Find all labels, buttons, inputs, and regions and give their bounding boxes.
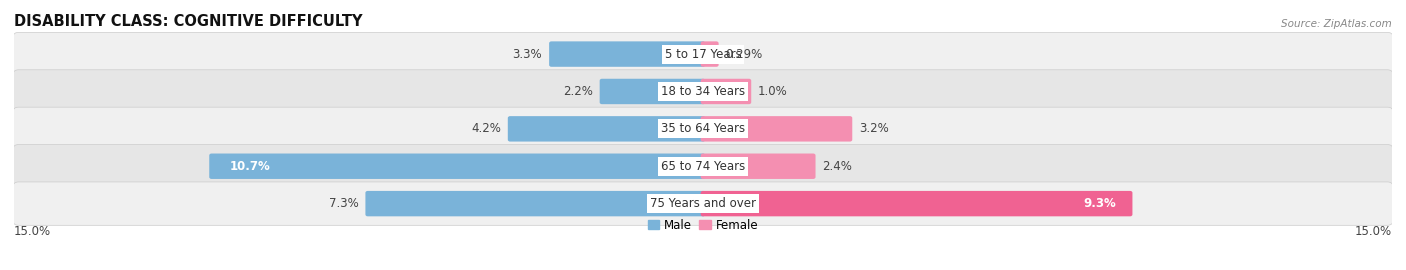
FancyBboxPatch shape — [13, 144, 1393, 188]
FancyBboxPatch shape — [13, 70, 1393, 113]
Text: DISABILITY CLASS: COGNITIVE DIFFICULTY: DISABILITY CLASS: COGNITIVE DIFFICULTY — [14, 14, 363, 29]
FancyBboxPatch shape — [700, 79, 751, 104]
Text: 10.7%: 10.7% — [231, 160, 271, 173]
FancyBboxPatch shape — [13, 107, 1393, 151]
Text: 5 to 17 Years: 5 to 17 Years — [665, 48, 741, 60]
FancyBboxPatch shape — [13, 32, 1393, 76]
FancyBboxPatch shape — [550, 41, 706, 67]
Text: 35 to 64 Years: 35 to 64 Years — [661, 122, 745, 135]
FancyBboxPatch shape — [366, 191, 706, 216]
Text: 0.29%: 0.29% — [725, 48, 763, 60]
FancyBboxPatch shape — [13, 182, 1393, 225]
Text: 7.3%: 7.3% — [329, 197, 359, 210]
Text: 75 Years and over: 75 Years and over — [650, 197, 756, 210]
Text: 15.0%: 15.0% — [14, 225, 51, 238]
Text: 15.0%: 15.0% — [1355, 225, 1392, 238]
FancyBboxPatch shape — [209, 154, 706, 179]
FancyBboxPatch shape — [599, 79, 706, 104]
Text: Source: ZipAtlas.com: Source: ZipAtlas.com — [1281, 19, 1392, 29]
Text: 9.3%: 9.3% — [1084, 197, 1116, 210]
Text: 2.2%: 2.2% — [562, 85, 593, 98]
Text: 2.4%: 2.4% — [823, 160, 852, 173]
Text: 18 to 34 Years: 18 to 34 Years — [661, 85, 745, 98]
Text: 3.3%: 3.3% — [513, 48, 543, 60]
FancyBboxPatch shape — [700, 41, 718, 67]
FancyBboxPatch shape — [700, 116, 852, 141]
FancyBboxPatch shape — [700, 154, 815, 179]
FancyBboxPatch shape — [508, 116, 706, 141]
Legend: Male, Female: Male, Female — [643, 214, 763, 237]
Text: 65 to 74 Years: 65 to 74 Years — [661, 160, 745, 173]
Text: 1.0%: 1.0% — [758, 85, 787, 98]
Text: 3.2%: 3.2% — [859, 122, 889, 135]
Text: 4.2%: 4.2% — [471, 122, 501, 135]
FancyBboxPatch shape — [700, 191, 1132, 216]
